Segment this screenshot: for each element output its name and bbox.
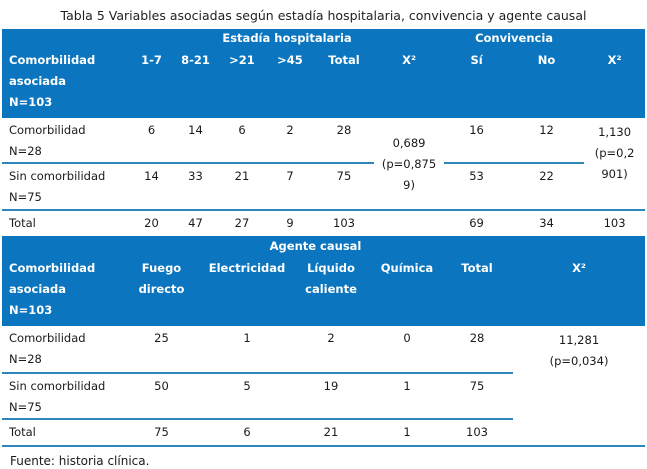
value-cell: 21 [323, 425, 339, 439]
row-label-header-line: asociada [9, 74, 67, 88]
column-header: Sí [444, 48, 510, 118]
value-cell: 34 [539, 216, 554, 230]
value-cell: 1 [403, 425, 411, 439]
row-sublabel: N=75 [9, 400, 42, 414]
row-sublabel: N=75 [9, 190, 42, 204]
column-header: Líquido caliente [289, 256, 373, 326]
value-cell: 14 [130, 163, 173, 211]
value-cell: 1 [373, 373, 441, 420]
value-cell: 12 [509, 118, 585, 164]
row-label-header-line: Comorbilidad [9, 53, 96, 67]
value-cell: 6 [130, 118, 173, 164]
value-cell: 28 [441, 326, 514, 374]
column-header: >21 [218, 48, 266, 118]
value-cell: 2 [289, 326, 373, 374]
value-cell: 6 [243, 425, 251, 439]
value-cell: 103 [466, 425, 488, 439]
row-sublabel: N=28 [9, 352, 42, 366]
row-label: Total [9, 216, 36, 230]
header-spacer [513, 236, 646, 256]
value-cell: 75 [314, 163, 374, 211]
row-label: Sin comorbilidad N=75 [2, 163, 130, 211]
value-cell: 2 [266, 118, 314, 164]
value-cell: 27 [234, 216, 250, 230]
value-cell: 75 [154, 425, 169, 439]
column-header: No [509, 48, 585, 118]
row-label: Total [9, 425, 36, 439]
value-cell: 22 [509, 163, 585, 211]
value-cell: 21 [218, 163, 266, 211]
value-cell: 103 [333, 216, 355, 230]
table-estadia-convivencia: Estadía hospitalaria Convivencia Comorbi… [2, 29, 646, 236]
column-header: 1-7 [130, 48, 173, 118]
row-label-header-line: Comorbilidad [9, 261, 96, 275]
chi-square-estadia-cell: 0,689 (p=0,875 9) [374, 118, 445, 211]
row-label: Comorbilidad N=28 [2, 326, 118, 374]
value-cell: 103 [603, 216, 626, 230]
column-header-chi: X² [584, 48, 646, 118]
header-spacer [2, 236, 118, 256]
value-cell: 75 [441, 373, 514, 420]
row-label-header: Comorbilidad asociada N=103 [2, 256, 118, 326]
header-spacer [2, 29, 130, 48]
value-cell: 53 [444, 163, 510, 211]
row-label-header-line: asociada [9, 282, 67, 296]
value-cell: 9 [286, 216, 294, 230]
table-agente-causal: Agente causal Comorbilidad asociada N=10… [2, 236, 646, 447]
row-label: Comorbilidad N=28 [2, 118, 130, 164]
value-cell: 28 [314, 118, 374, 164]
value-cell: 47 [188, 216, 203, 230]
value-cell: 5 [205, 373, 289, 420]
row-sublabel: N=28 [9, 144, 42, 158]
group-header-agente: Agente causal [118, 236, 514, 256]
column-header: Electricidad [205, 256, 289, 326]
column-header: Química [373, 256, 441, 326]
group-header-convivencia: Convivencia [444, 29, 585, 48]
column-header-chi: X² [513, 256, 646, 326]
empty-cell [374, 210, 444, 236]
row-label-header: Comorbilidad asociada N=103 [2, 48, 130, 118]
table-title: Tabla 5 Variables asociadas según estadí… [60, 8, 587, 23]
value-cell: 14 [173, 118, 218, 164]
value-cell: 33 [173, 163, 218, 211]
column-header: >45 [266, 48, 314, 118]
group-header-estadia: Estadía hospitalaria [130, 29, 445, 48]
empty-cell [513, 419, 645, 446]
column-header: Fuego directo [118, 256, 205, 326]
chi-square-agente-cell: 11,281 (p=0,034) [549, 333, 609, 368]
source-note: Fuente: historia clínica. [10, 454, 150, 468]
value-cell: 6 [218, 118, 266, 164]
value-cell: 1 [205, 326, 289, 374]
column-header-chi: X² [374, 48, 445, 118]
row-label-header-line: N=103 [9, 95, 53, 109]
value-cell: 16 [444, 118, 510, 164]
column-header: 8-21 [173, 48, 218, 118]
column-header: Total [314, 48, 374, 118]
value-cell: 7 [266, 163, 314, 211]
value-cell: 19 [289, 373, 373, 420]
value-cell: 0 [373, 326, 441, 374]
value-cell: 25 [118, 326, 205, 374]
value-cell: 50 [118, 373, 205, 420]
column-header: Total [441, 256, 514, 326]
chi-square-convivencia-cell: 1,130 (p=0,2 901) [584, 118, 646, 211]
value-cell: 69 [469, 216, 484, 230]
header-spacer [584, 29, 646, 48]
row-label: Sin comorbilidad N=75 [2, 373, 118, 420]
row-label-header-line: N=103 [9, 303, 53, 317]
value-cell: 20 [144, 216, 159, 230]
